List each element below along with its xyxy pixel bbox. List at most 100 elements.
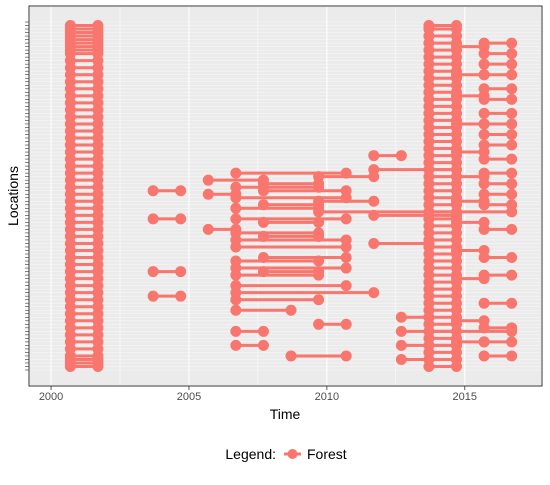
series-point bbox=[506, 206, 517, 217]
series-point bbox=[341, 280, 352, 291]
series-point bbox=[341, 168, 352, 179]
series-point bbox=[396, 326, 407, 337]
series-point bbox=[258, 326, 269, 337]
series-point bbox=[230, 326, 241, 337]
series-point bbox=[479, 59, 490, 70]
series-point bbox=[175, 291, 186, 302]
series-point bbox=[341, 319, 352, 330]
series-point bbox=[148, 213, 159, 224]
series-point bbox=[258, 185, 269, 196]
series-point bbox=[341, 213, 352, 224]
series-point bbox=[479, 154, 490, 165]
series-point bbox=[506, 336, 517, 347]
series-point bbox=[230, 241, 241, 252]
series-point bbox=[506, 48, 517, 59]
series-point bbox=[506, 59, 517, 70]
series-point bbox=[479, 118, 490, 129]
series-point bbox=[506, 118, 517, 129]
series-point bbox=[148, 291, 159, 302]
y-axis-title: Locations bbox=[5, 166, 21, 226]
series-point bbox=[258, 231, 269, 242]
x-tick-label: 2010 bbox=[315, 391, 339, 403]
series-point bbox=[396, 340, 407, 351]
series-point bbox=[313, 178, 324, 189]
series-point bbox=[313, 256, 324, 267]
series-point bbox=[341, 263, 352, 274]
series-point bbox=[506, 270, 517, 281]
series-point bbox=[203, 175, 214, 186]
series-point bbox=[313, 266, 324, 277]
series-point bbox=[368, 196, 379, 207]
series-point bbox=[175, 185, 186, 196]
series-point bbox=[506, 189, 517, 200]
series-point bbox=[451, 118, 462, 129]
series-point bbox=[230, 294, 241, 305]
series-point bbox=[506, 298, 517, 309]
series-point bbox=[451, 147, 462, 158]
series-point bbox=[230, 203, 241, 214]
series-point bbox=[451, 210, 462, 221]
series-point bbox=[396, 150, 407, 161]
x-tick-label: 2005 bbox=[177, 391, 201, 403]
series-point bbox=[506, 38, 517, 49]
series-point bbox=[148, 266, 159, 277]
series-point bbox=[479, 252, 490, 263]
series-point bbox=[175, 213, 186, 224]
series-point bbox=[479, 168, 490, 179]
series-point bbox=[203, 189, 214, 200]
series-point bbox=[479, 108, 490, 119]
series-point bbox=[451, 354, 462, 365]
legend-key-point bbox=[288, 449, 298, 459]
series-point bbox=[341, 185, 352, 196]
series-point bbox=[423, 312, 434, 323]
series-point bbox=[258, 199, 269, 210]
series-point bbox=[451, 340, 462, 351]
legend-key-forest bbox=[284, 449, 301, 459]
series-point bbox=[506, 83, 517, 94]
x-tick-label: 2000 bbox=[39, 391, 63, 403]
series-point bbox=[313, 199, 324, 210]
series-point bbox=[230, 224, 241, 235]
series-point bbox=[230, 340, 241, 351]
series-point bbox=[286, 305, 297, 316]
series-point bbox=[506, 140, 517, 151]
series-point bbox=[479, 94, 490, 105]
series-point bbox=[479, 199, 490, 210]
series-point bbox=[396, 312, 407, 323]
series-point bbox=[506, 326, 517, 337]
series-point bbox=[230, 168, 241, 179]
series-point bbox=[258, 252, 269, 263]
y-axis-ticks bbox=[25, 22, 29, 370]
series-point bbox=[341, 350, 352, 361]
series-point bbox=[506, 69, 517, 80]
series-point bbox=[396, 354, 407, 365]
series-point bbox=[506, 168, 517, 179]
series-point bbox=[451, 69, 462, 80]
series-point bbox=[203, 224, 214, 235]
series-point bbox=[506, 129, 517, 140]
series-point bbox=[506, 252, 517, 263]
series-point bbox=[479, 322, 490, 333]
series-point bbox=[451, 245, 462, 256]
series-point bbox=[506, 178, 517, 189]
series-point bbox=[230, 305, 241, 316]
series-point bbox=[479, 48, 490, 59]
series-point bbox=[258, 175, 269, 186]
series-point bbox=[92, 361, 103, 372]
series-point bbox=[479, 83, 490, 94]
series-point bbox=[451, 164, 462, 175]
series-point bbox=[479, 140, 490, 151]
series-point bbox=[368, 171, 379, 182]
series-point bbox=[368, 287, 379, 298]
series-point bbox=[506, 94, 517, 105]
series-point bbox=[368, 150, 379, 161]
series-point bbox=[451, 41, 462, 52]
series-point bbox=[479, 270, 490, 281]
series-point bbox=[286, 350, 297, 361]
series-point bbox=[479, 189, 490, 200]
x-axis-title: Time bbox=[270, 406, 301, 422]
series-point bbox=[479, 129, 490, 140]
legend: Legend: Forest bbox=[225, 446, 346, 462]
series-point bbox=[506, 108, 517, 119]
